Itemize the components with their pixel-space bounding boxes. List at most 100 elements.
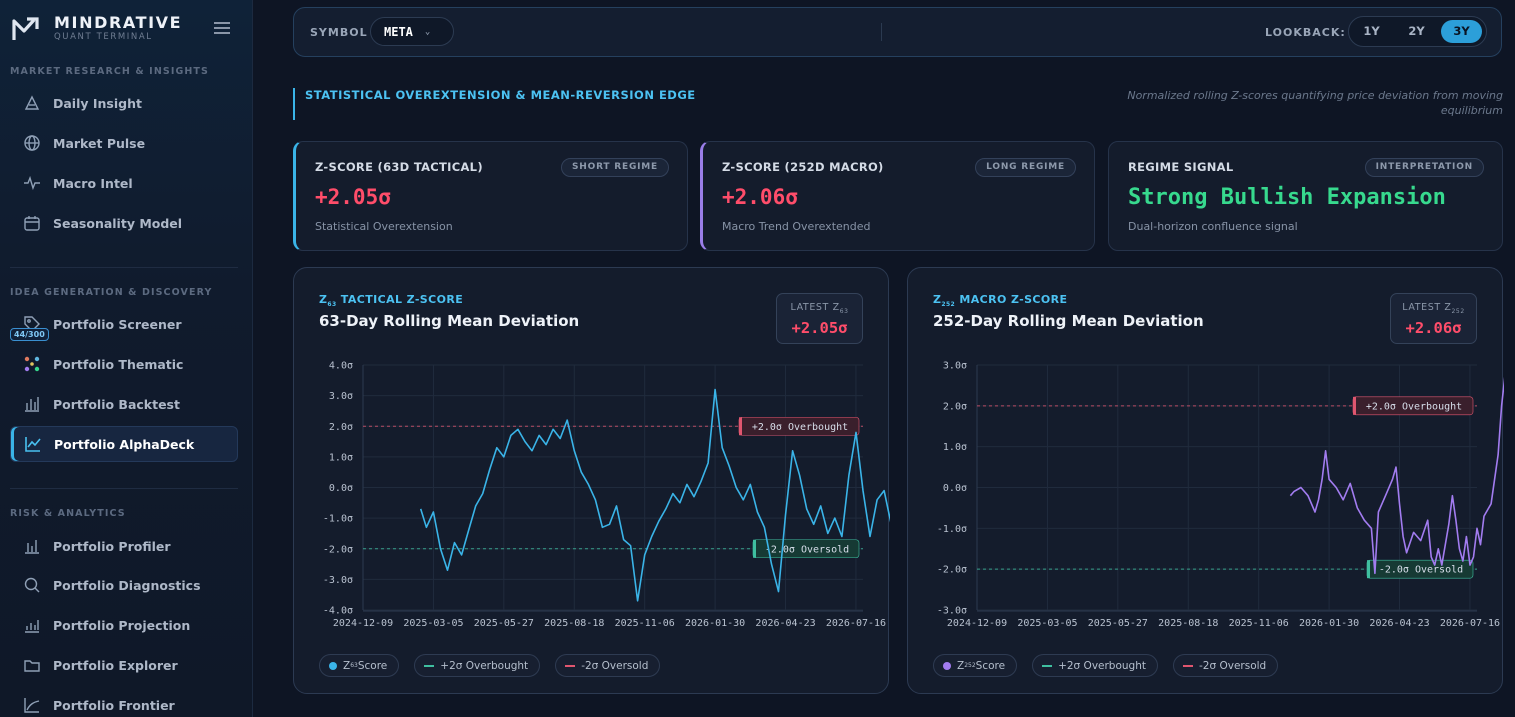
sidebar-item-portfolio-explorer[interactable]: Portfolio Explorer — [10, 647, 238, 683]
y-tick-label: 2.0σ — [329, 422, 353, 433]
legend-sub: 252 — [964, 662, 976, 669]
latest-value-box: LATEST Z63 +2.05σ — [776, 293, 863, 344]
latest-value: +2.05σ — [791, 318, 848, 337]
sidebar-item-portfolio-projection[interactable]: Portfolio Projection — [10, 607, 238, 643]
sidebar-item-seasonality-model[interactable]: Seasonality Model — [10, 205, 238, 241]
series-dot-icon — [943, 661, 951, 670]
section-description: Normalized rolling Z-scores quantifying … — [1127, 89, 1503, 117]
x-tick-label: 2026-04-23 — [755, 618, 815, 629]
regime-pill: LONG REGIME — [975, 158, 1076, 177]
legend-series[interactable]: Z 63 Score — [319, 654, 400, 677]
sidebar-item-macro-intel[interactable]: Macro Intel — [10, 165, 238, 201]
interpretation-pill: INTERPRETATION — [1364, 158, 1484, 177]
macro-zscore-chart[interactable]: 3.0σ 2.0σ 1.0σ 0.0σ -1.0σ -2.0σ -3.0σ2024-12-0… — [908, 268, 1504, 648]
latest-label-text: LATEST Z — [1402, 302, 1452, 313]
chart-legend: Z 63 Score +2σ Overbought -2σ Oversold — [319, 654, 675, 677]
latest-label-sub: 252 — [1451, 307, 1465, 315]
sidebar-item-portfolio-frontier[interactable]: Portfolio Frontier — [10, 687, 238, 717]
sidebar-item-portfolio-backtest[interactable]: Portfolio Backtest — [10, 386, 238, 422]
series-line — [419, 388, 890, 602]
sidebar-item-label: Macro Intel — [53, 175, 133, 191]
kicker-subscript: 63 — [327, 301, 337, 309]
bar-chart-icon — [22, 536, 42, 556]
y-tick-label: -1.0σ — [937, 524, 967, 535]
lookback-toggle: 1Y 2Y 3Y — [1348, 16, 1487, 47]
tactical-zscore-chart[interactable]: 4.0σ 3.0σ 2.0σ 1.0σ 0.0σ -1.0σ -2.0σ -3.0σ -4.0σ… — [294, 268, 890, 648]
nodes-icon — [22, 354, 42, 374]
legend-series[interactable]: Z 252 Score — [933, 654, 1018, 677]
line-swatch-icon — [1183, 664, 1193, 667]
card-subtitle: Macro Trend Overextended — [722, 220, 871, 233]
chevron-down-icon: ⌄ — [424, 26, 431, 37]
y-tick-label: -1.0σ — [323, 514, 353, 525]
card-title: REGIME SIGNAL — [1128, 160, 1234, 174]
sidebar-item-portfolio-diagnostics[interactable]: Portfolio Diagnostics — [10, 567, 238, 603]
latest-value: +2.06σ — [1405, 318, 1462, 337]
zscore-63-card: Z-SCORE (63D TACTICAL) SHORT REGIME +2.0… — [293, 141, 688, 251]
regime-pill: SHORT REGIME — [561, 158, 669, 177]
y-tick-label: 4.0σ — [329, 361, 353, 372]
y-tick-label: 0.0σ — [329, 483, 353, 494]
sidebar-item-market-pulse[interactable]: Market Pulse — [10, 125, 238, 161]
label-accent-bar — [739, 417, 742, 436]
kicker-text: MACRO Z-SCORE — [955, 293, 1068, 306]
chart-title: 252-Day Rolling Mean Deviation — [933, 312, 1204, 330]
legend-oversold[interactable]: -2σ Oversold — [555, 654, 661, 677]
sidebar-item-label: Portfolio Thematic — [53, 356, 184, 372]
legend-label: -2σ Oversold — [1199, 659, 1267, 672]
card-subtitle: Statistical Overextension — [315, 220, 453, 233]
lookback-label: LOOKBACK: — [1265, 26, 1346, 39]
sidebar-item-label: Portfolio Profiler — [53, 538, 171, 554]
zscore-252-card: Z-SCORE (252D MACRO) LONG REGIME +2.06σ … — [700, 141, 1095, 251]
brand-subtitle: QUANT TERMINAL — [54, 32, 153, 42]
regime-signal-value: Strong Bullish Expansion — [1128, 185, 1446, 210]
legend-label: +2σ Overbought — [440, 659, 529, 672]
x-tick-label: 2025-03-05 — [1017, 618, 1077, 629]
sidebar-divider — [10, 267, 238, 268]
brand[interactable]: MINDRATIVE QUANT TERMINAL — [12, 14, 182, 43]
sidebar-item-daily-insight[interactable]: Daily Insight — [10, 85, 238, 121]
x-tick-label: 2025-05-27 — [474, 618, 534, 629]
y-tick-label: -4.0σ — [323, 606, 353, 617]
sidebar-item-portfolio-profiler[interactable]: Portfolio Profiler — [10, 528, 238, 564]
legend-label: +2σ Overbought — [1058, 659, 1146, 672]
pulse-icon — [22, 173, 42, 193]
screener-count-badge: 44/300 — [10, 328, 49, 341]
sidebar-item-label: Portfolio Explorer — [53, 657, 178, 673]
magnify-icon — [22, 575, 42, 595]
sidebar-item-portfolio-screener[interactable]: Portfolio Screener — [10, 306, 238, 342]
brand-name: MINDRATIVE — [54, 13, 183, 32]
x-tick-label: 2026-01-30 — [685, 618, 745, 629]
bars-icon — [22, 394, 42, 414]
legend-overbought[interactable]: +2σ Overbought — [414, 654, 541, 677]
sidebar-item-label: Market Pulse — [53, 135, 146, 151]
latest-label: LATEST Z252 — [1391, 302, 1476, 315]
x-tick-label: 2025-11-06 — [615, 618, 675, 629]
lookback-2y-button[interactable]: 2Y — [1408, 24, 1425, 38]
lookback-1y-button[interactable]: 1Y — [1363, 24, 1380, 38]
label-accent-bar — [753, 539, 756, 558]
legend-label: -2σ Oversold — [581, 659, 649, 672]
y-tick-label: 0.0σ — [943, 483, 967, 494]
label-accent-bar — [1367, 560, 1370, 579]
calendar-icon — [22, 213, 42, 233]
x-tick-label: 2026-01-30 — [1299, 618, 1359, 629]
legend-oversold[interactable]: -2σ Oversold — [1173, 654, 1279, 677]
menu-toggle-icon[interactable] — [214, 22, 230, 36]
legend-overbought[interactable]: +2σ Overbought — [1032, 654, 1158, 677]
tag-icon — [22, 314, 42, 334]
lookback-3y-button[interactable]: 3Y — [1441, 20, 1482, 43]
kicker-text: TACTICAL Z-SCORE — [336, 293, 464, 306]
y-tick-label: 3.0σ — [943, 361, 967, 372]
sidebar-item-portfolio-thematic[interactable]: Portfolio Thematic — [10, 346, 238, 382]
tactical-chart-card: Z63 TACTICAL Z-SCORE 63-Day Rolling Mean… — [293, 267, 890, 694]
sidebar-item-label: Seasonality Model — [53, 215, 183, 231]
symbol-select[interactable]: META ⌄ — [370, 17, 454, 46]
sidebar-item-portfolio-alphadeck[interactable]: Portfolio AlphaDeck — [10, 426, 238, 462]
y-tick-label: -3.0σ — [323, 575, 353, 586]
x-tick-label: 2026-04-23 — [1369, 618, 1429, 629]
oversold-label: -2.0σ Oversold — [1379, 565, 1463, 576]
section-title-risk-analytics: RISK & ANALYTICS — [10, 508, 126, 519]
x-tick-label: 2024-12-09 — [947, 618, 1007, 629]
kicker-subscript: 252 — [941, 301, 956, 309]
